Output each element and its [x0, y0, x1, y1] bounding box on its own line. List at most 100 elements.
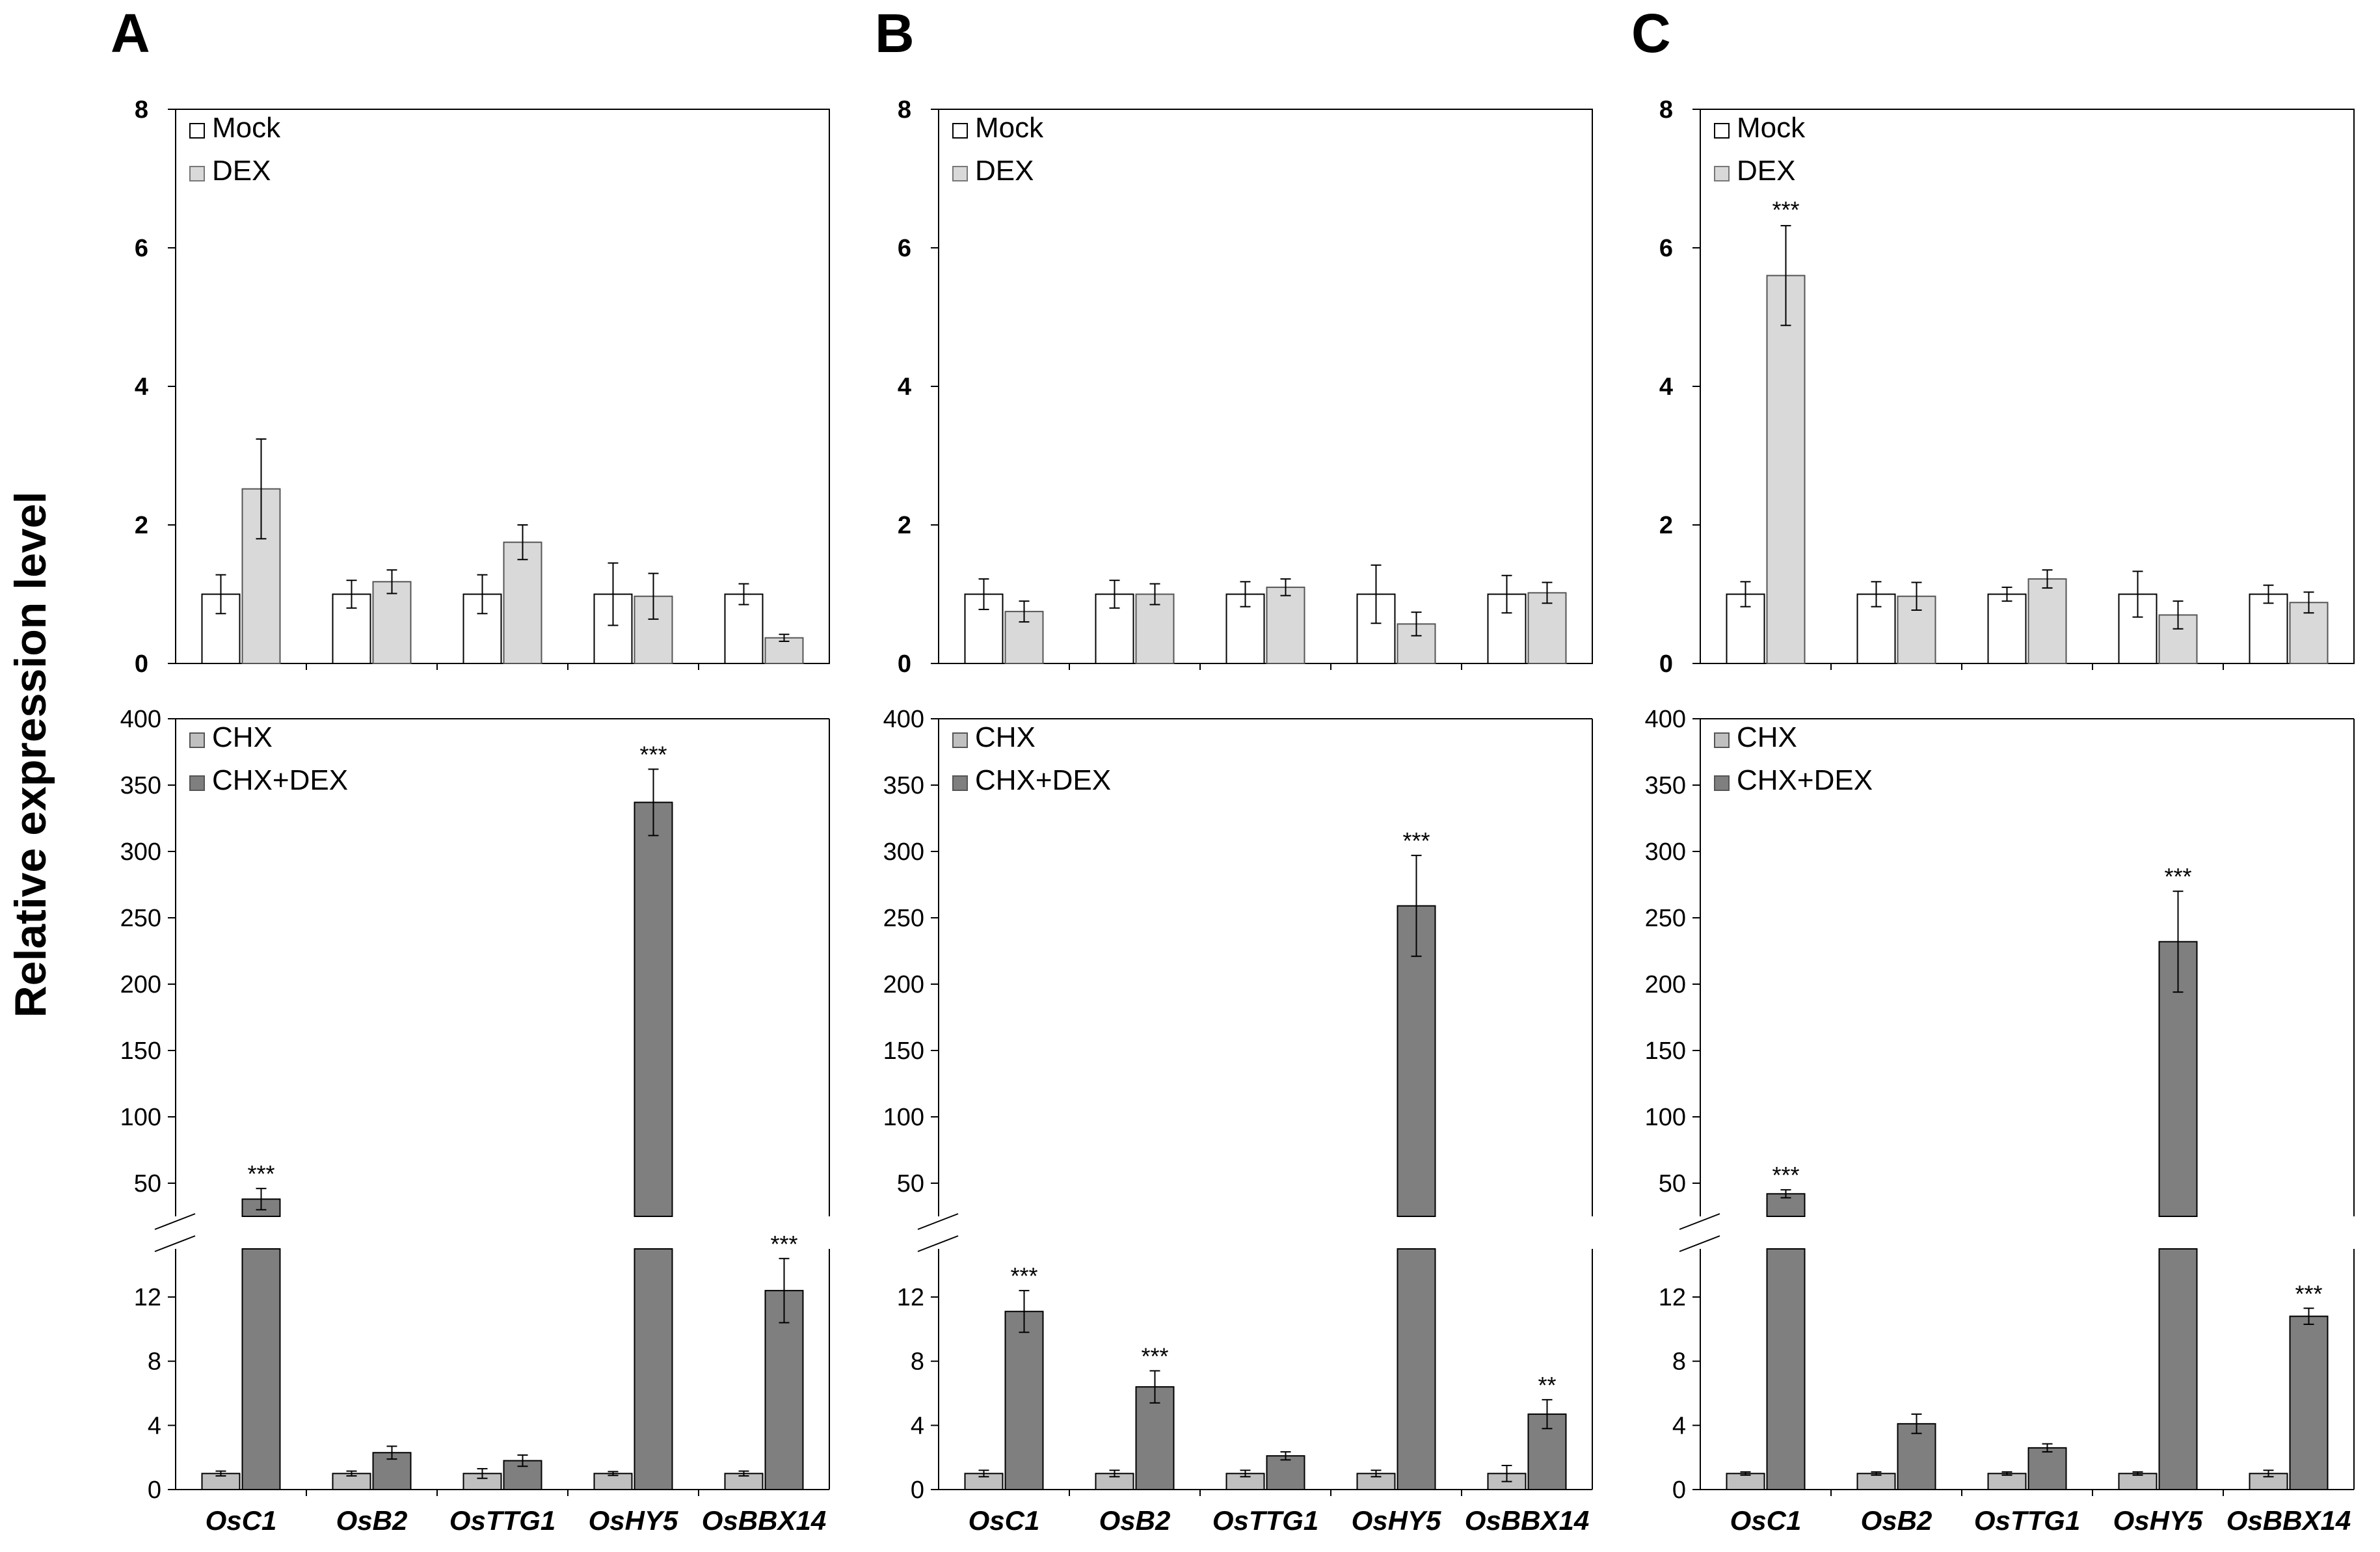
panel-B-bottom: 50 100 150 200 250 300 350 400 0 4 8 12 *** OsC1 *** Os… — [883, 706, 1593, 1536]
x-category-label-OsC1: OsC1 — [969, 1505, 1040, 1536]
y-tick-label: 4 — [1659, 373, 1673, 401]
legend-swatch-dex — [189, 166, 205, 181]
significance-stars: *** — [1010, 1263, 1037, 1289]
panel-A-top: A 0 2 4 6 8 Mock DEX — [111, 3, 830, 678]
bar-dex-OsBBX14 — [1527, 592, 1567, 664]
y-tick-label: 100 — [883, 1104, 924, 1131]
y-tick-label: 8 — [1672, 1348, 1686, 1376]
x-category-label-OsBBX14: OsBBX14 — [1465, 1505, 1589, 1536]
y-tick-label: 350 — [120, 772, 161, 799]
x-category-label-OsB2: OsB2 — [1861, 1505, 1932, 1536]
x-category-label-OsB2: OsB2 — [1099, 1505, 1171, 1536]
y-tick-label: 200 — [883, 971, 924, 998]
y-tick-label: 250 — [1645, 905, 1686, 932]
axis-break-mark — [154, 1235, 196, 1252]
panel-C-top: C 0 2 4 6 8 *** Mock DEX — [1631, 3, 2355, 678]
panel-letter-C: C — [1631, 3, 1671, 64]
y-tick-label: 300 — [883, 838, 924, 866]
y-tick-label: 4 — [135, 373, 148, 401]
bar-chx-dex-OsHY5-upper — [634, 801, 673, 1217]
y-tick-label: 200 — [1645, 971, 1686, 998]
y-tick-label: 300 — [120, 838, 161, 866]
y-tick-label: 2 — [1659, 512, 1673, 539]
y-tick-label: 100 — [120, 1104, 161, 1131]
legend-label-chx: CHX — [975, 721, 1036, 753]
legend-swatch-chx-dex — [1714, 775, 1730, 791]
x-category-label-OsTTG1: OsTTG1 — [449, 1505, 555, 1536]
y-tick-label: 250 — [883, 905, 924, 932]
y-tick-label: 400 — [1645, 706, 1686, 733]
axis-break-mark — [1679, 1235, 1720, 1252]
y-tick-label: 2 — [898, 512, 911, 539]
y-tick-label: 300 — [1645, 838, 1686, 866]
y-tick-label: 8 — [148, 1348, 161, 1376]
y-tick-label: 50 — [897, 1170, 924, 1197]
legend-swatch-mock — [1714, 123, 1730, 139]
y-tick-label: 150 — [883, 1037, 924, 1065]
y-tick-label: 0 — [148, 1477, 161, 1504]
axis-break-mark — [917, 1213, 959, 1230]
legend-swatch-chx-dex — [189, 775, 205, 791]
y-tick-label: 8 — [135, 96, 148, 124]
bar-chx-OsTTG1-lower — [1987, 1473, 2027, 1490]
y-axis-title: Relative expression level — [6, 492, 55, 1018]
y-tick-label: 2 — [135, 512, 148, 539]
y-tick-label: 0 — [1672, 1477, 1686, 1504]
bar-chx-dex-OsB2-lower — [1897, 1423, 1936, 1491]
bar-mock-OsBBX14 — [724, 593, 764, 664]
bar-chx-dex-OsHY5-lower — [634, 1248, 673, 1490]
x-category-label-OsBBX14: OsBBX14 — [2226, 1505, 2351, 1536]
y-tick-label: 150 — [1645, 1037, 1686, 1065]
significance-stars: *** — [247, 1160, 274, 1187]
y-tick-label: 12 — [897, 1284, 924, 1311]
bar-chx-dex-OsTTG1-lower — [1266, 1455, 1305, 1490]
x-category-label-OsTTG1: OsTTG1 — [1212, 1505, 1318, 1536]
legend-swatch-chx — [952, 732, 968, 748]
legend-swatch-dex — [1714, 166, 1730, 181]
y-tick-label: 150 — [120, 1037, 161, 1065]
y-tick-label: 50 — [134, 1170, 161, 1197]
legend-label-dex: DEX — [212, 155, 271, 187]
significance-stars: *** — [1772, 196, 1799, 223]
plot-frame — [938, 109, 1593, 664]
y-tick-label: 8 — [911, 1348, 924, 1376]
panels: A 0 2 4 6 8 Mock DEX B 0 2 4 6 8 Mock DEX C 0 2 4 6 8 *** Mock D… — [111, 3, 2355, 1536]
bar-chx-dex-OsHY5-lower — [2158, 1248, 2198, 1490]
bar-dex-OsTTG1 — [1266, 586, 1305, 664]
legend-swatch-chx — [1714, 732, 1730, 748]
y-tick-label: 350 — [883, 772, 924, 799]
bar-chx-OsB2-lower — [1856, 1473, 1896, 1490]
bar-dex-OsBBX14 — [764, 637, 804, 664]
bar-chx-dex-OsB2-lower — [1135, 1386, 1175, 1490]
bar-dex-OsB2 — [1135, 593, 1175, 664]
bar-chx-dex-OsC1-lower — [1004, 1311, 1044, 1490]
y-tick-label: 100 — [1645, 1104, 1686, 1131]
y-tick-label: 50 — [1659, 1170, 1686, 1197]
panel-letter-A: A — [111, 3, 150, 64]
y-tick-label: 4 — [911, 1412, 924, 1439]
legend-label-dex: DEX — [1737, 155, 1795, 187]
legend-label-chx-dex: CHX+DEX — [212, 764, 348, 796]
panel-A-bottom: 50 100 150 200 250 300 350 400 0 4 8 12 *** OsC1 OsB2 O… — [120, 706, 830, 1536]
x-category-label-OsBBX14: OsBBX14 — [702, 1505, 826, 1536]
y-tick-label: 0 — [1659, 650, 1673, 678]
bar-dex-OsTTG1 — [2027, 578, 2067, 664]
y-tick-label: 350 — [1645, 772, 1686, 799]
bar-chx-dex-OsBBX14-lower — [2289, 1315, 2329, 1490]
bar-chx-dex-OsC1-lower — [241, 1248, 281, 1490]
legend-swatch-mock — [189, 123, 205, 139]
y-tick-label: 400 — [883, 706, 924, 733]
legend-label-mock: Mock — [975, 112, 1044, 144]
y-tick-label: 8 — [1659, 96, 1673, 124]
significance-stars: ** — [1538, 1372, 1556, 1398]
y-tick-label: 8 — [898, 96, 911, 124]
legend-label-mock: Mock — [1737, 112, 1806, 144]
bar-dex-OsB2 — [372, 581, 412, 665]
x-category-label-OsTTG1: OsTTG1 — [1974, 1505, 2080, 1536]
legend-label-chx-dex: CHX+DEX — [1737, 764, 1873, 796]
y-tick-label: 4 — [1672, 1412, 1686, 1439]
legend-label-chx: CHX — [212, 721, 273, 753]
legend-label-mock: Mock — [212, 112, 281, 144]
axis-break-mark — [917, 1235, 959, 1252]
